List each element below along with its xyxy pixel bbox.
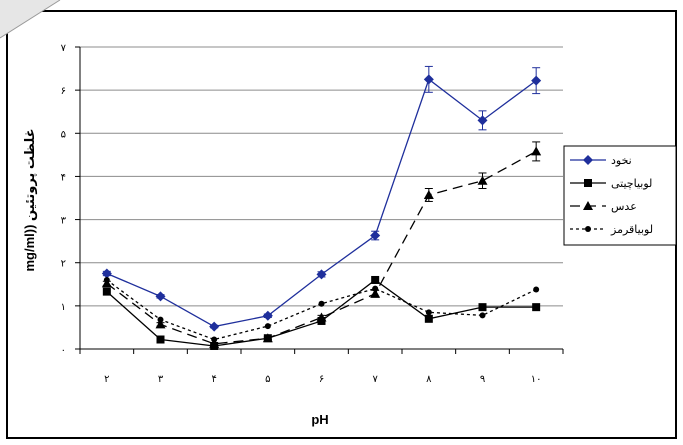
legend-marker: [584, 179, 592, 187]
legend-label: نخود: [611, 155, 632, 167]
x-tick-label: ۵: [265, 374, 270, 385]
x-tick-label: ۴: [211, 374, 216, 385]
y-tick-label: ۳: [61, 216, 67, 227]
data-point: [370, 230, 381, 241]
data-point: [264, 323, 271, 330]
data-point: [372, 285, 379, 292]
data-point: [316, 312, 327, 322]
data-point: [477, 175, 488, 185]
data-point: [318, 300, 325, 307]
page-corner-fold-line: [0, 0, 61, 39]
data-point: [477, 115, 488, 126]
legend: نخود لوبياچيتی عدس لوبياقرمز: [563, 145, 677, 246]
data-point: [370, 288, 381, 298]
data-point: [209, 321, 220, 332]
data-point: [156, 335, 165, 344]
data-point: [533, 286, 540, 293]
legend-marker: [583, 155, 593, 165]
y-axis-label: mg/ml)) غلظت پروتئین: [22, 128, 37, 271]
data-point: [209, 338, 220, 348]
legend-marker: [583, 201, 593, 210]
legend-marker: [585, 226, 591, 232]
data-point: [478, 303, 487, 312]
legend-label: لوبياچيتی: [611, 178, 652, 190]
data-point: [101, 268, 112, 279]
data-point: [532, 303, 541, 312]
y-tick-label: ۵: [61, 129, 66, 140]
y-tick-label: ۴: [61, 172, 66, 183]
data-point: [211, 336, 218, 343]
y-tick-label: ۷: [61, 43, 67, 54]
data-point: [479, 312, 486, 319]
x-tick-label: ۱۰: [531, 374, 542, 385]
x-axis-label: pH: [311, 412, 328, 427]
data-point: [316, 269, 327, 280]
gridlines: [80, 46, 563, 307]
x-tick-label: ۸: [426, 374, 432, 385]
data-point: [531, 75, 542, 86]
legend-label: لوبياقرمز: [610, 224, 653, 236]
x-tick-label: ۳: [158, 374, 164, 385]
data-point: [531, 146, 542, 156]
data-point: [425, 309, 432, 316]
data-point: [155, 319, 166, 329]
series-line: [106, 279, 537, 341]
y-tick-label: ۰: [61, 345, 66, 356]
data-point: [155, 291, 166, 302]
x-tick-label: ۶: [319, 374, 324, 385]
series-4: [103, 276, 540, 343]
y-tick-label: ۲: [61, 259, 66, 270]
data-point: [424, 314, 433, 323]
legend-label: عدس: [611, 201, 637, 213]
y-tick-label: ۶: [61, 86, 66, 97]
x-tick-label: ۲: [104, 374, 109, 385]
data-point: [102, 287, 111, 296]
data-point: [423, 189, 434, 199]
data-point: [262, 333, 273, 343]
data-point: [371, 275, 380, 284]
series-line: [106, 150, 537, 345]
y-tick-label: ۱: [61, 302, 66, 313]
data-point: [262, 310, 273, 321]
series-group: [101, 65, 542, 350]
x-tick-label: ۹: [480, 374, 485, 385]
data-point: [103, 276, 110, 283]
x-tick-label: ۷: [372, 374, 378, 385]
series-1: [101, 65, 542, 332]
data-point: [423, 74, 434, 85]
axes: ۰ ۱ ۲ ۳ ۴ ۵ ۶ ۷ ۲ ۳ ۴ ۵ ۶ ۷ ۸ ۹ ۱۰: [61, 43, 564, 385]
data-point: [157, 316, 164, 323]
